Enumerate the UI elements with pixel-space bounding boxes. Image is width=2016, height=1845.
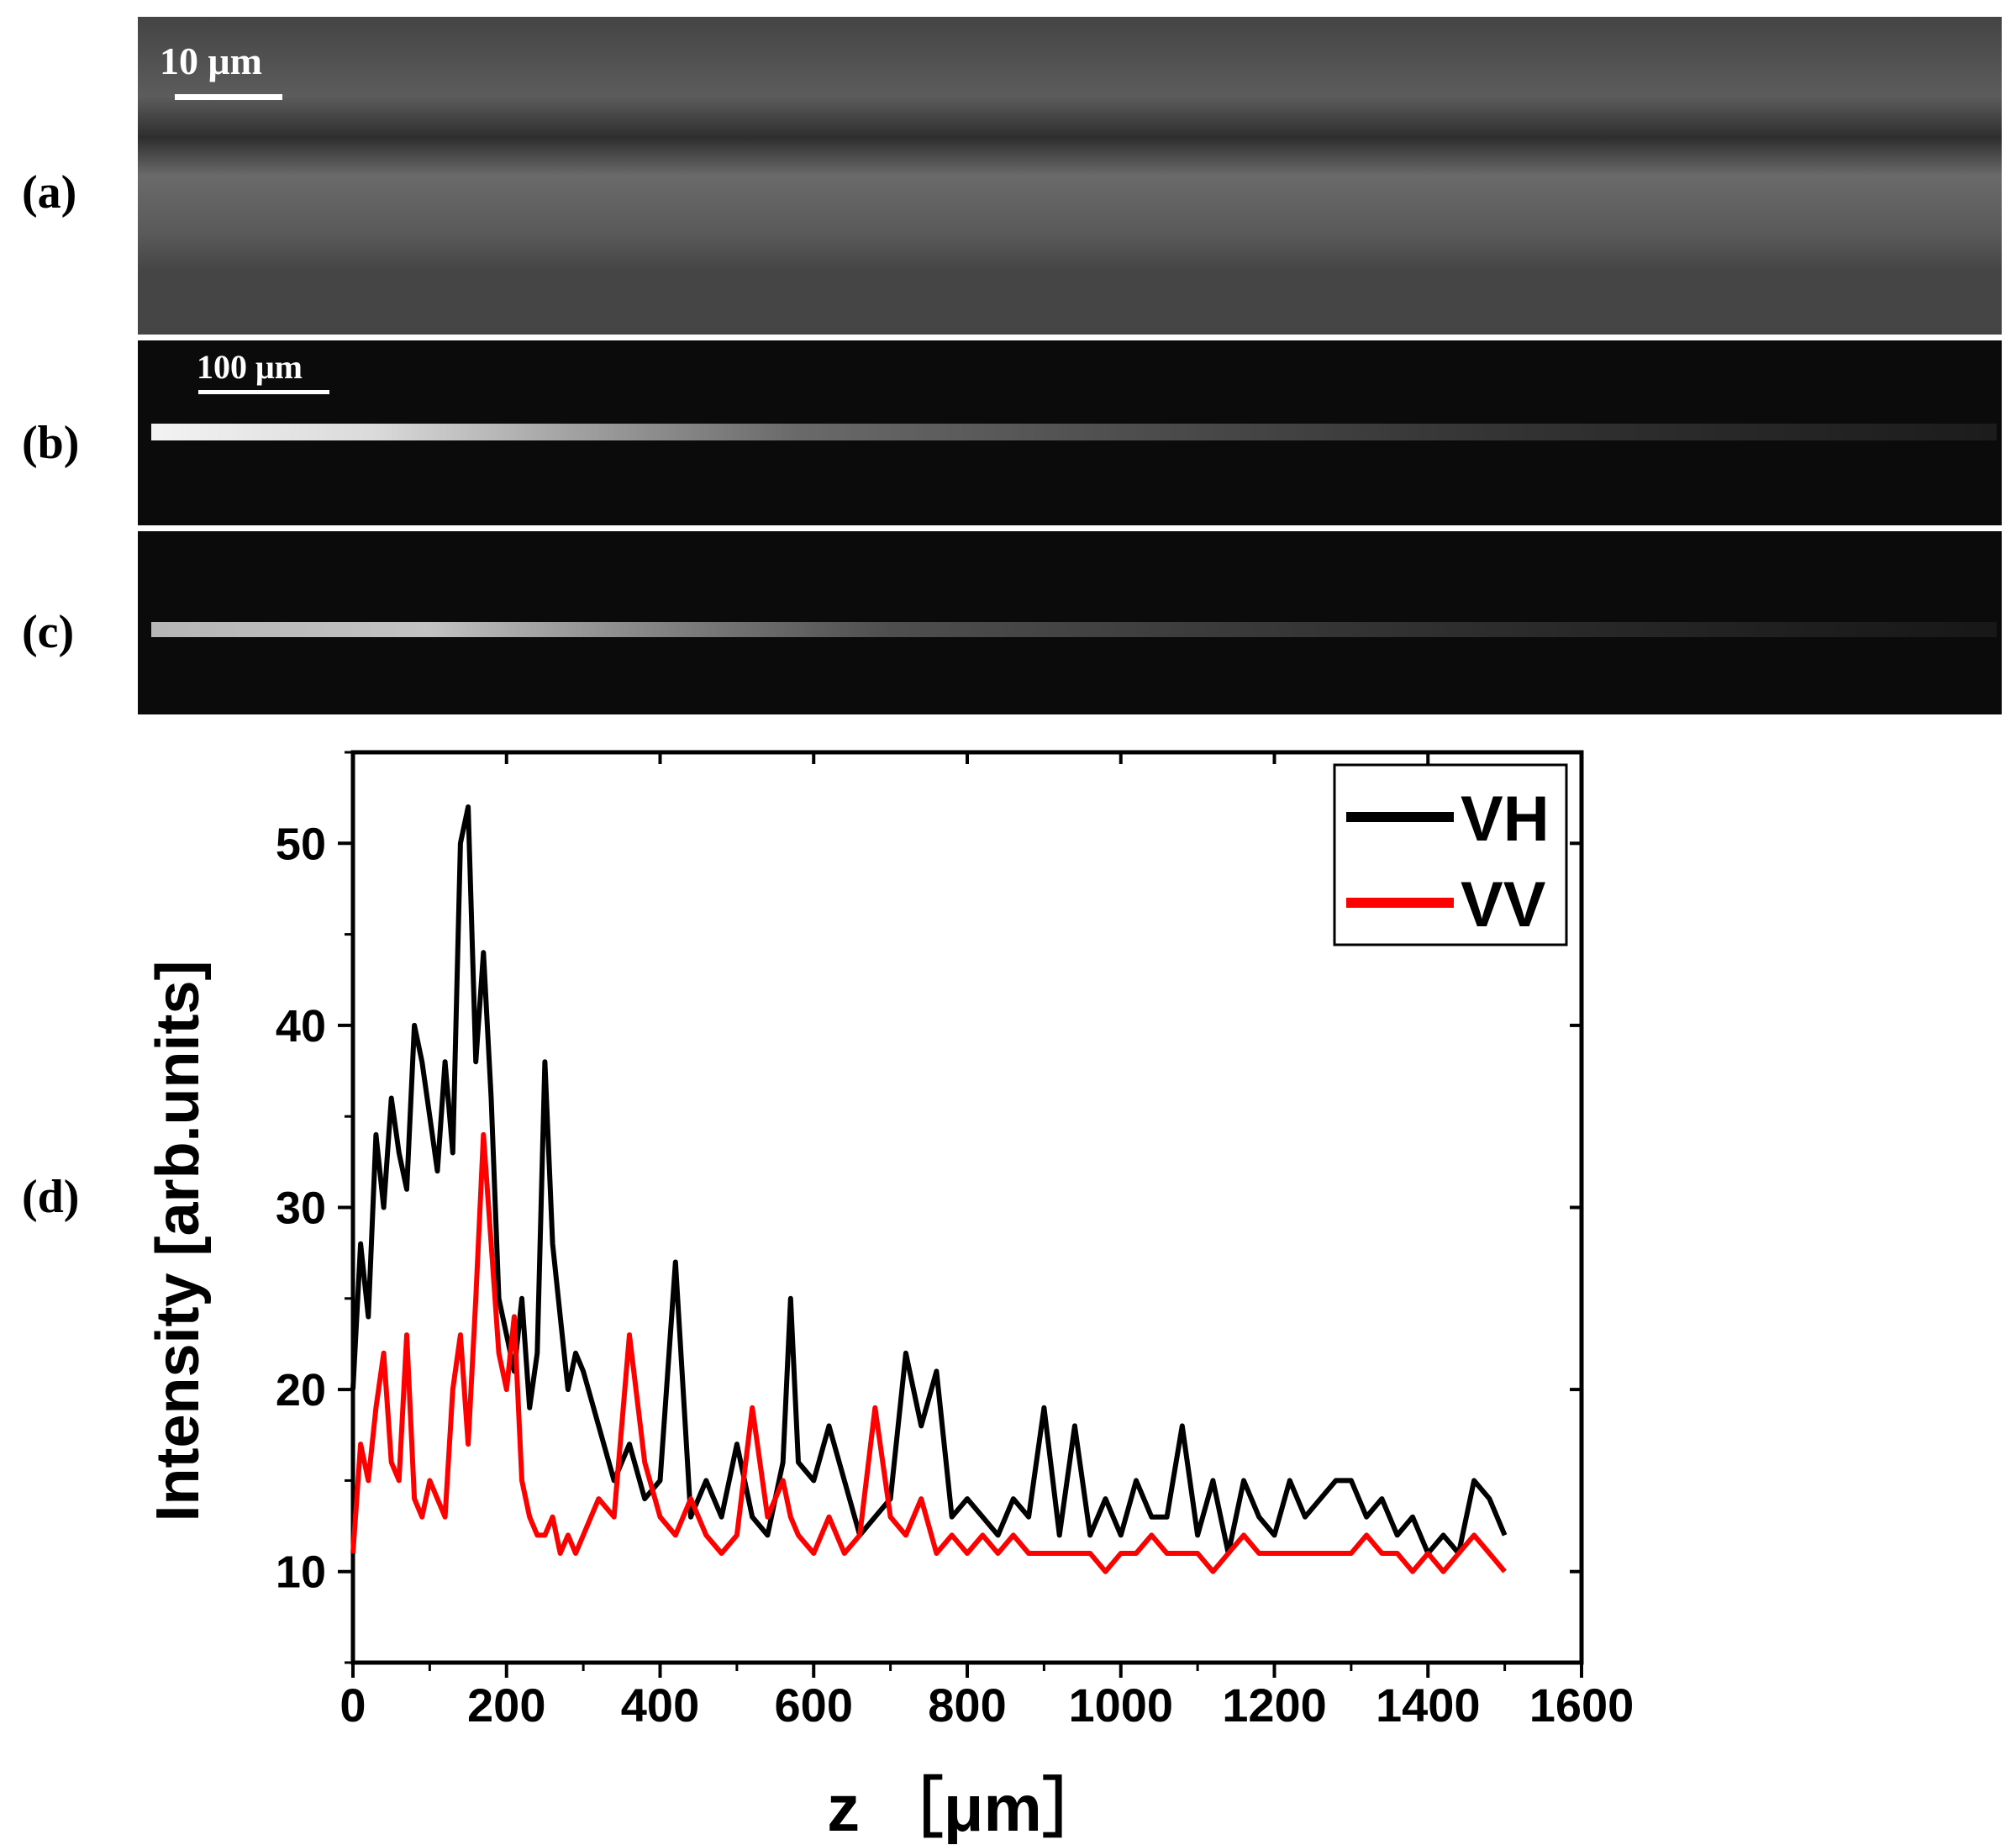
y-tick-label: 20 [276,1365,326,1415]
x-tick-label: 600 [775,1679,853,1732]
y-axis-label: Intensity [arb.units] [145,960,212,1521]
legend-label-vv: VV [1461,869,1546,941]
x-tick-label: 200 [467,1679,545,1732]
legend-label-vh: VH [1461,783,1550,855]
panel-b-scalebar-label: 100 μm [197,348,303,386]
y-tick-label: 30 [276,1183,326,1234]
panel-a-image [138,17,2002,335]
x-axis-label: z ［μm］ [827,1771,1108,1845]
panel-a: (a) 10 μm [22,17,2002,335]
series-line-vv [350,1131,1507,1574]
panel-b-label: (b) [22,417,79,469]
panel-b-scalebar [198,390,329,394]
panel-c-label: (c) [22,606,74,658]
panel-c-scatter-band [151,622,1997,637]
panel-a-label: (a) [22,166,76,219]
x-tick-label: 800 [928,1679,1006,1732]
x-tick-label: 1200 [1222,1679,1327,1732]
panel-a-scalebar-label: 10 μm [160,40,262,82]
y-tick-label: 50 [276,819,326,869]
y-tick-label: 10 [276,1547,326,1598]
x-tick-label: 0 [340,1679,366,1732]
x-tick-label: 400 [621,1679,699,1732]
legend-box [1333,763,1568,946]
line-chart: 0 200 400 600 800 1000 1200 1400 1600 10 20 30 40 50 z… [145,750,1634,1845]
panel-a-scalebar [175,94,282,100]
panel-b-scatter-band [151,424,1997,440]
x-tick-label: 1000 [1068,1679,1173,1732]
panel-b: (b) 100 μm [22,340,2002,525]
panel-c: (c) [22,531,2002,714]
x-tick-label: 1400 [1376,1679,1481,1732]
panel-d-label: (d) [22,1171,79,1223]
series-line-vh [350,804,1508,1556]
y-tick-label: 40 [276,1001,326,1052]
x-tick-label: 1600 [1529,1679,1634,1732]
